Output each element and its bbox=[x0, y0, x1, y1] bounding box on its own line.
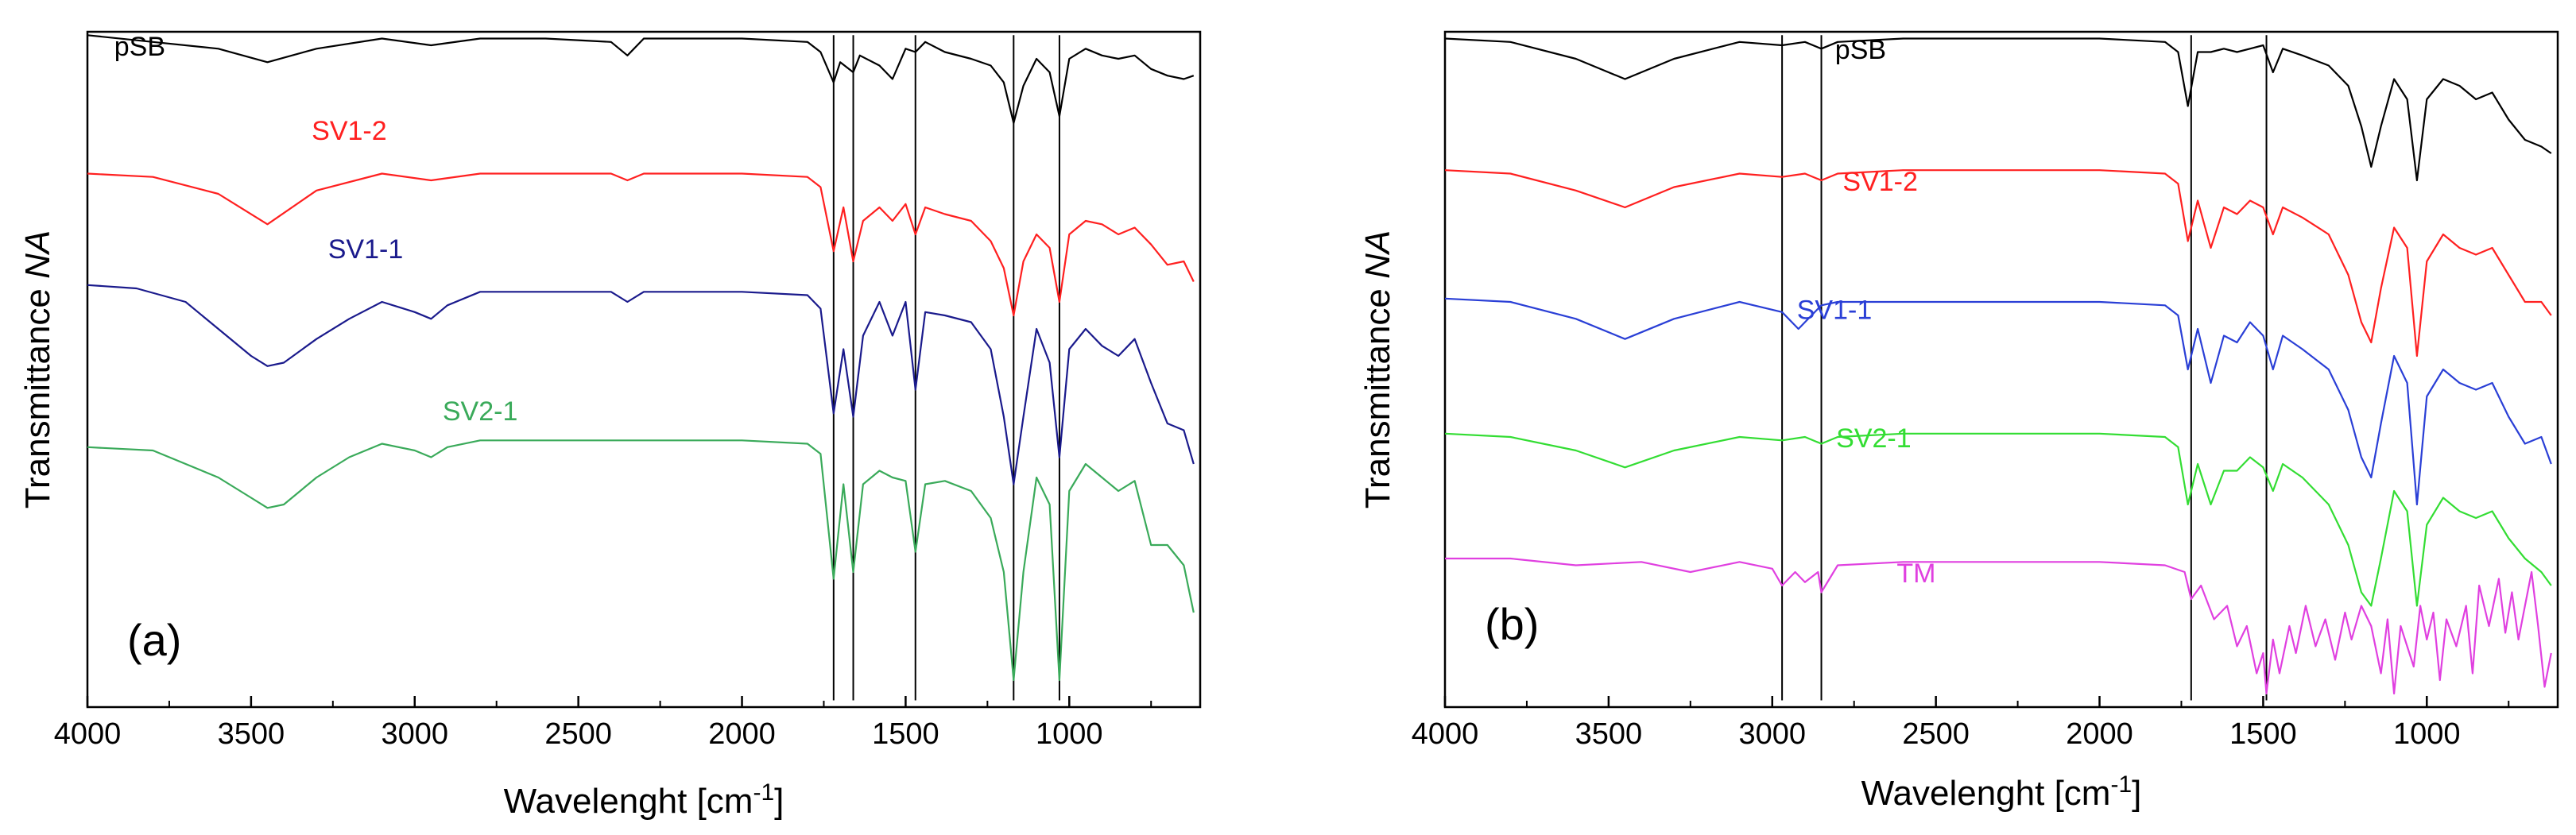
panel-b-series-tm bbox=[1445, 557, 2552, 695]
panel-b: pSB SV1-2 SV1-1 SV2-1 TM 4000 3500 3000 2500 200… bbox=[1358, 30, 2559, 813]
panel-a-frame bbox=[86, 30, 1202, 709]
panel-a-series-sv1-2 bbox=[87, 172, 1195, 317]
panel-a-x-tick-label-2500: 2500 bbox=[544, 717, 612, 751]
panel-b-series-sv2-1 bbox=[1444, 432, 2552, 607]
panel-b-x-tick-label-4000: 4000 bbox=[1412, 717, 1479, 751]
panel-b-y-axis-unit: NA bbox=[1358, 230, 1397, 279]
panel-b-x-axis-title-sup: -1 bbox=[2110, 771, 2132, 798]
panel-b-series-sv1-1 bbox=[1444, 297, 2552, 506]
panel-b-x-axis-title-text: Wavelenght [cm bbox=[1861, 774, 2111, 813]
panel-a-x-tick-label-3000: 3000 bbox=[381, 717, 448, 751]
panel-b-y-axis-title: Transmittance NA bbox=[1358, 230, 1397, 508]
panel-b-label: (b) bbox=[1485, 599, 1539, 649]
panel-a-y-axis-unit: NA bbox=[18, 230, 57, 279]
panel-b-x-axis-title-end: ] bbox=[2132, 774, 2141, 813]
panel-a-x-ticks: 4000 3500 3000 2500 2000 1500 1000 bbox=[54, 696, 1152, 751]
panel-b-series-label-psb: pSB bbox=[1835, 35, 1886, 65]
panel-a-series-sv1-1 bbox=[87, 284, 1195, 485]
panel-a: pSB SV1-2 SV1-1 SV2-1 4000 3500 3000 2500 2000 1… bbox=[18, 30, 1202, 821]
panel-a-x-tick-label-4000: 4000 bbox=[54, 717, 122, 751]
panel-b-x-tick-label-3500: 3500 bbox=[1575, 717, 1643, 751]
panel-b-series-psb bbox=[1444, 37, 2552, 182]
panel-a-series-sv2-1 bbox=[87, 439, 1195, 682]
panel-b-series-label-tm: TM bbox=[1896, 559, 1935, 589]
panel-b-x-tick-label-3000: 3000 bbox=[1738, 717, 1806, 751]
panel-b-x-tick-label-2000: 2000 bbox=[2066, 717, 2133, 751]
panel-b-x-tick-label-2500: 2500 bbox=[1902, 717, 1970, 751]
panel-a-series: pSB SV1-2 SV1-1 SV2-1 bbox=[87, 32, 1195, 682]
panel-b-series-label-sv1-2: SV1-2 bbox=[1842, 167, 1918, 197]
panel-b-y-axis-title-text: Transmittance bbox=[1358, 279, 1397, 508]
panel-a-reference-lines bbox=[832, 35, 1060, 701]
panel-b-frame bbox=[1443, 30, 2559, 709]
panel-a-series-psb bbox=[87, 34, 1195, 124]
panel-b-series-label-sv1-1: SV1-1 bbox=[1797, 295, 1873, 325]
panel-b-series-sv1-2 bbox=[1444, 169, 2552, 358]
panel-b-x-tick-label-1000: 1000 bbox=[2393, 717, 2461, 751]
panel-a-x-tick-label-3500: 3500 bbox=[218, 717, 285, 751]
panel-a-x-axis-title: Wavelenght [cm-1] bbox=[504, 779, 784, 821]
panel-a-label: (a) bbox=[127, 615, 181, 665]
panel-a-y-axis-title-text: Transmittance bbox=[18, 279, 57, 508]
panel-a-series-label-psb: pSB bbox=[114, 32, 165, 62]
panel-b-x-axis-title: Wavelenght [cm-1] bbox=[1861, 771, 2142, 813]
panel-a-series-label-sv1-1: SV1-1 bbox=[328, 234, 404, 265]
panel-b-x-tick-label-1500: 1500 bbox=[2229, 717, 2297, 751]
panel-a-x-tick-label-1000: 1000 bbox=[1036, 717, 1103, 751]
panel-a-x-tick-label-1500: 1500 bbox=[872, 717, 939, 751]
panel-a-series-label-sv1-2: SV1-2 bbox=[312, 116, 387, 146]
panel-b-series: pSB SV1-2 SV1-1 SV2-1 TM bbox=[1444, 35, 2552, 695]
panel-a-y-axis-title: Transmittance NA bbox=[18, 230, 57, 508]
panel-b-series-label-sv2-1: SV2-1 bbox=[1836, 423, 1912, 454]
panel-b-x-ticks: 4000 3500 3000 2500 2000 1500 1000 bbox=[1412, 696, 2510, 751]
panel-a-x-tick-label-2000: 2000 bbox=[708, 717, 776, 751]
panel-b-reference-lines bbox=[1781, 35, 2268, 701]
panel-a-x-axis-title-end: ] bbox=[774, 782, 784, 821]
panel-a-x-axis-title-sup: -1 bbox=[753, 779, 774, 806]
panel-a-x-axis-title-text: Wavelenght [cm bbox=[504, 782, 753, 821]
panel-a-series-label-sv2-1: SV2-1 bbox=[443, 396, 518, 427]
